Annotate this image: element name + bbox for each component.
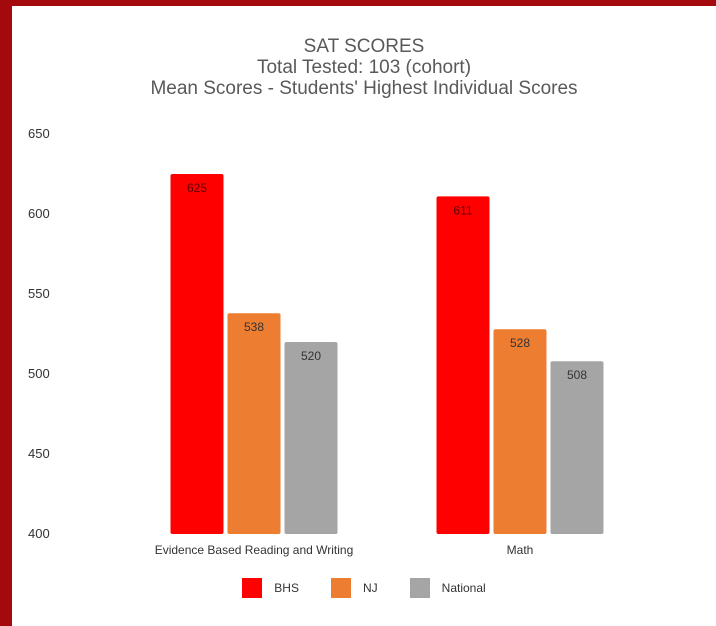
chart-title-line-2: Total Tested: 103 (cohort): [256, 57, 472, 78]
legend-swatch-nj: [330, 578, 351, 598]
legend-swatch-national: [409, 578, 430, 598]
data-label: 528: [510, 336, 530, 350]
category-label: Math: [507, 543, 534, 557]
bar-nj-0: [227, 313, 281, 534]
data-label: 520: [301, 349, 321, 363]
bar-chart: 400 450 500 550 600 650 625 538 520 Evidence Base…: [28, 126, 604, 557]
category-label: Evidence Based Reading and Writing: [155, 543, 354, 557]
legend-label-national: National: [441, 581, 486, 595]
legend-item-nj: NJ: [330, 578, 378, 598]
legend-item-bhs: BHS: [242, 578, 299, 598]
y-tick-label: 450: [28, 446, 50, 461]
bar-bhs-0: [170, 174, 224, 534]
legend-item-national: National: [409, 578, 486, 598]
bar-nj-1: [493, 329, 547, 534]
y-tick-label: 600: [28, 206, 50, 221]
legend-label-nj: NJ: [362, 581, 378, 595]
y-tick-label: 650: [28, 126, 50, 141]
y-tick-label: 500: [28, 366, 50, 381]
data-label: 625: [187, 181, 207, 195]
chart-panel: SAT SCORES Total Tested: 103 (cohort) Me…: [12, 6, 716, 626]
data-label: 508: [567, 368, 587, 382]
chart-title: SAT SCORES Total Tested: 103 (cohort) Me…: [12, 36, 716, 99]
chart-title-line-3: Mean Scores - Students' Highest Individu…: [150, 78, 578, 99]
y-tick-label: 400: [28, 526, 50, 541]
y-tick-label: 550: [28, 286, 50, 301]
legend-label-bhs: BHS: [274, 581, 299, 595]
bar-national-0: [284, 342, 338, 534]
legend-swatch-bhs: [242, 578, 263, 598]
data-label: 538: [244, 320, 264, 334]
chart-title-line-1: SAT SCORES: [303, 36, 425, 57]
bar-bhs-1: [436, 196, 490, 534]
legend: BHS NJ National: [12, 578, 716, 598]
data-label: 611: [453, 203, 472, 217]
bar-national-1: [550, 361, 604, 534]
